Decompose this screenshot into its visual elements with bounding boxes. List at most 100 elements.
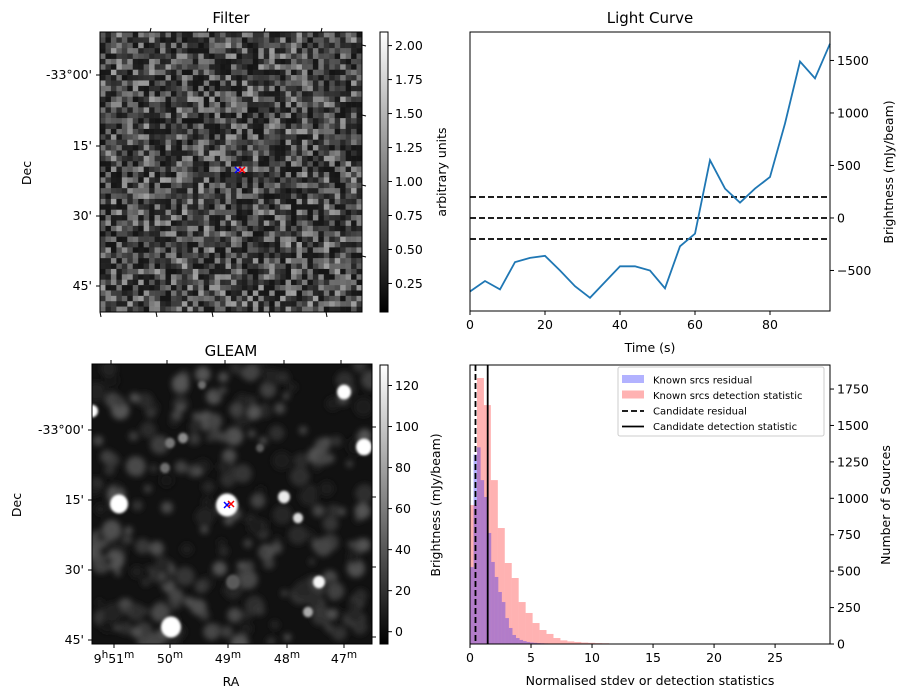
- filter-pixel: [351, 247, 357, 254]
- filter-pixel: [334, 274, 341, 280]
- filter-pixel: [247, 58, 254, 65]
- filter-pixel: [323, 107, 330, 114]
- filter-pixel: [127, 166, 134, 173]
- filter-pixel: [291, 145, 297, 151]
- filter-pixel: [241, 37, 248, 44]
- filter-pixel: [220, 75, 226, 81]
- filter-pixel: [187, 236, 194, 243]
- filter-pixel: [132, 128, 139, 135]
- filter-pixel: [192, 204, 199, 210]
- filter-pixel: [247, 225, 254, 232]
- filter-pixel: [280, 42, 286, 49]
- filter-pixel: [247, 128, 254, 135]
- filter-pixel: [236, 42, 243, 49]
- filter-pixel: [127, 177, 134, 184]
- filter-pixel: [329, 225, 336, 232]
- gleam-noise-blob: [92, 478, 103, 488]
- filter-pixel: [258, 58, 265, 65]
- filter-pixel: [149, 150, 155, 157]
- filter-pixel: [296, 107, 303, 114]
- filter-pixel: [143, 96, 150, 103]
- filter-pixel: [110, 161, 117, 167]
- filter-pixel: [263, 37, 270, 44]
- filter-pixel: [236, 182, 243, 189]
- filter-pixel: [132, 198, 139, 205]
- filter-pixel: [285, 139, 292, 146]
- filter-pixel: [110, 53, 117, 60]
- filter-pixel: [116, 268, 123, 275]
- filter-pixel: [269, 236, 275, 243]
- filter-pixel: [351, 263, 357, 270]
- gleam-noise-blob: [256, 485, 266, 496]
- filter-pixel: [247, 172, 254, 178]
- filter-pixel: [220, 69, 226, 76]
- filter-pixel: [301, 306, 308, 313]
- filter-pixel: [225, 80, 232, 87]
- filter-pixel: [301, 118, 308, 124]
- filter-pixel: [351, 258, 357, 264]
- filter-pixel: [187, 182, 194, 189]
- filter-pixel: [198, 155, 205, 162]
- filter-pixel: [110, 118, 117, 124]
- filter-pixel: [356, 295, 363, 302]
- filter-pixel: [160, 209, 166, 216]
- filter-pixel: [116, 177, 123, 184]
- filter-pixel: [285, 198, 292, 205]
- filter-pixel: [231, 279, 237, 286]
- filter-pixel: [334, 172, 341, 178]
- filter-pixel: [280, 172, 286, 178]
- filter-pixel: [334, 48, 341, 54]
- filter-pixel: [176, 268, 183, 275]
- filter-pixel: [143, 112, 150, 119]
- filter-pixel: [160, 198, 166, 205]
- filter-pixel: [334, 258, 341, 264]
- y-tick-label: 500: [837, 564, 861, 579]
- filter-pixel: [291, 48, 297, 54]
- filter-pixel: [181, 166, 188, 173]
- filter-pixel: [192, 32, 199, 38]
- filter-pixel: [247, 263, 254, 270]
- filter-pixel: [301, 85, 308, 92]
- filter-pixel: [214, 69, 221, 76]
- filter-pixel: [214, 42, 221, 49]
- filter-pixel: [187, 64, 194, 70]
- filter-pixel: [170, 225, 177, 232]
- filter-pixel: [236, 145, 243, 151]
- filter-pixel: [291, 139, 297, 146]
- filter-pixel: [312, 37, 319, 44]
- filter-pixel: [187, 263, 194, 270]
- filter-pixel: [181, 58, 188, 65]
- filter-pixel: [356, 123, 363, 130]
- filter-pixel: [110, 231, 117, 237]
- filter-pixel: [127, 155, 134, 162]
- filter-pixel: [247, 139, 254, 146]
- filter-pixel: [121, 32, 128, 38]
- filter-pixel: [236, 150, 243, 157]
- filter-pixel: [149, 247, 155, 254]
- filter-pixel: [203, 58, 210, 65]
- filter-pixel: [192, 198, 199, 205]
- filter-pixel: [143, 263, 150, 270]
- filter-pixel: [225, 182, 232, 189]
- filter-pixel: [312, 268, 319, 275]
- filter-pixel: [132, 80, 139, 87]
- gleam-noise-blob: [227, 607, 243, 623]
- filter-pixel: [356, 32, 363, 38]
- filter-pixel: [154, 231, 161, 237]
- filter-pixel: [100, 215, 106, 221]
- filter-pixel: [160, 247, 166, 254]
- filter-pixel: [209, 177, 215, 184]
- filter-pixel: [340, 69, 346, 76]
- filter-pixel: [312, 252, 319, 259]
- filter-pixel: [241, 64, 248, 70]
- gleam-noise-blob: [206, 413, 223, 430]
- filter-pixel: [329, 118, 336, 124]
- filter-pixel: [198, 242, 205, 248]
- filter-pixel: [154, 220, 161, 227]
- filter-pixel: [329, 139, 336, 146]
- filter-pixel: [312, 242, 319, 248]
- filter-pixel: [132, 42, 139, 49]
- filter-pixel: [263, 295, 270, 302]
- filter-pixel: [269, 247, 275, 254]
- filter-pixel: [132, 268, 139, 275]
